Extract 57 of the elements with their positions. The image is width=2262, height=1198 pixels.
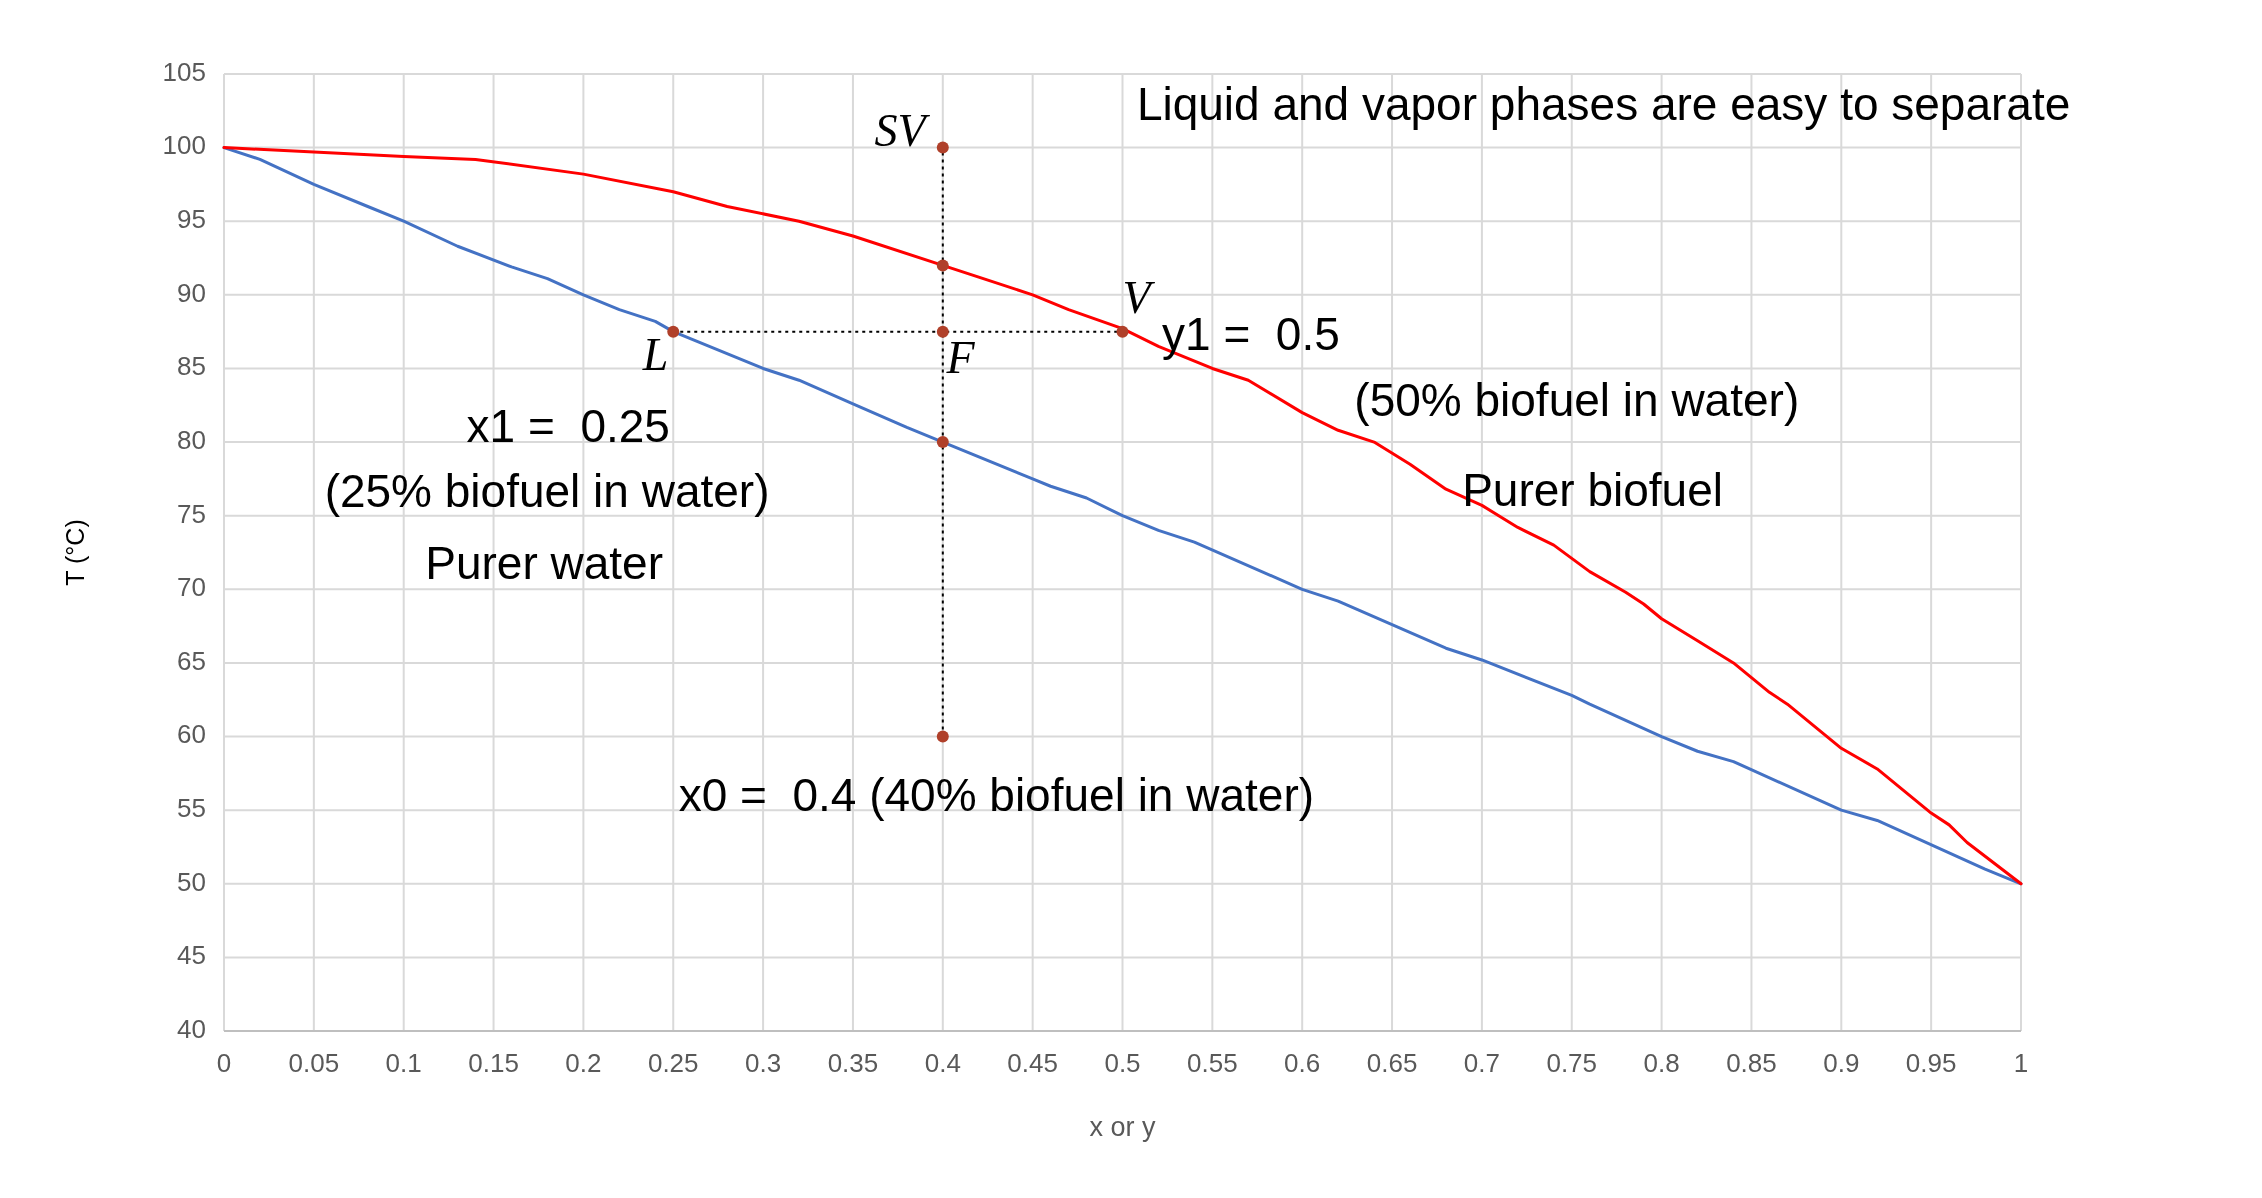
y-tick-label: 60 [177, 719, 206, 750]
y-tick-label: 90 [177, 277, 206, 308]
x-tick-label: 0.9 [1823, 1047, 1860, 1078]
x-tick-label: 0.55 [1187, 1047, 1238, 1078]
x-axis-title: x or y [1089, 1112, 1156, 1142]
x-tick-label: 0.6 [1284, 1047, 1321, 1078]
x-tick-label: 0.75 [1546, 1047, 1598, 1078]
annotation: F [945, 332, 976, 384]
annotation: y1 = 0.5 [1162, 307, 1340, 360]
annotation: L [641, 329, 669, 381]
y-tick-label: 100 [162, 130, 206, 161]
annotation: V [1122, 271, 1156, 323]
y-tick-label: 85 [177, 351, 206, 382]
point [936, 730, 949, 743]
point [667, 325, 680, 338]
point [936, 436, 949, 449]
x-tick-label: 0.05 [288, 1047, 340, 1078]
y-tick-label: 105 [162, 56, 206, 87]
x-tick-label: 0.8 [1643, 1047, 1680, 1078]
point [936, 325, 949, 338]
y-tick-label: 80 [177, 424, 206, 455]
annotation: SV [874, 105, 931, 157]
point [1116, 325, 1129, 338]
x-tick-label: 0.35 [827, 1047, 879, 1078]
point [936, 259, 949, 272]
annotation: (25% biofuel in water) [324, 465, 770, 518]
x-tick-label: 0.45 [1007, 1047, 1058, 1078]
y-tick-label: 50 [177, 866, 206, 897]
line-series [222, 146, 2023, 886]
annotation: Purer water [425, 537, 664, 590]
y-tick-label: 70 [177, 572, 206, 603]
x-tick-label: 0.1 [385, 1047, 422, 1078]
x-tick-label: 0.4 [924, 1047, 961, 1078]
annotation: x0 = 0.4 (40% biofuel in water) [678, 768, 1315, 821]
y-tick-label: 65 [177, 645, 206, 676]
x-tick-label: 0.7 [1463, 1047, 1500, 1078]
x-tick-label: 0.25 [647, 1047, 699, 1078]
x-tick-label: 0.3 [745, 1047, 782, 1078]
annotation: x1 = 0.25 [466, 400, 670, 453]
point [936, 141, 949, 154]
x-tick-label: 0.2 [565, 1047, 602, 1078]
annotation: Purer biofuel [1462, 463, 1723, 516]
y-tick-label: 95 [177, 204, 206, 235]
y-tick-label: 40 [177, 1013, 206, 1044]
annotation: Liquid and vapor phases are easy to separate [1136, 78, 2071, 131]
y-tick-label: 45 [177, 940, 206, 971]
x-tick-label: 0.65 [1366, 1047, 1418, 1078]
annotation: (50% biofuel in water) [1354, 373, 1800, 426]
y-tick-label: 55 [177, 793, 206, 824]
x-tick-label: 1 [2013, 1047, 2029, 1078]
x-tick-label: 0 [216, 1047, 232, 1078]
x-tick-label: 0.95 [1905, 1047, 1957, 1078]
x-tick-label: 0.5 [1104, 1047, 1141, 1078]
x-tick-label: 0.15 [468, 1047, 519, 1078]
y-axis-title: T (°C) [61, 519, 89, 586]
x-tick-label: 0.85 [1726, 1047, 1777, 1078]
y-tick-label: 75 [177, 498, 206, 529]
